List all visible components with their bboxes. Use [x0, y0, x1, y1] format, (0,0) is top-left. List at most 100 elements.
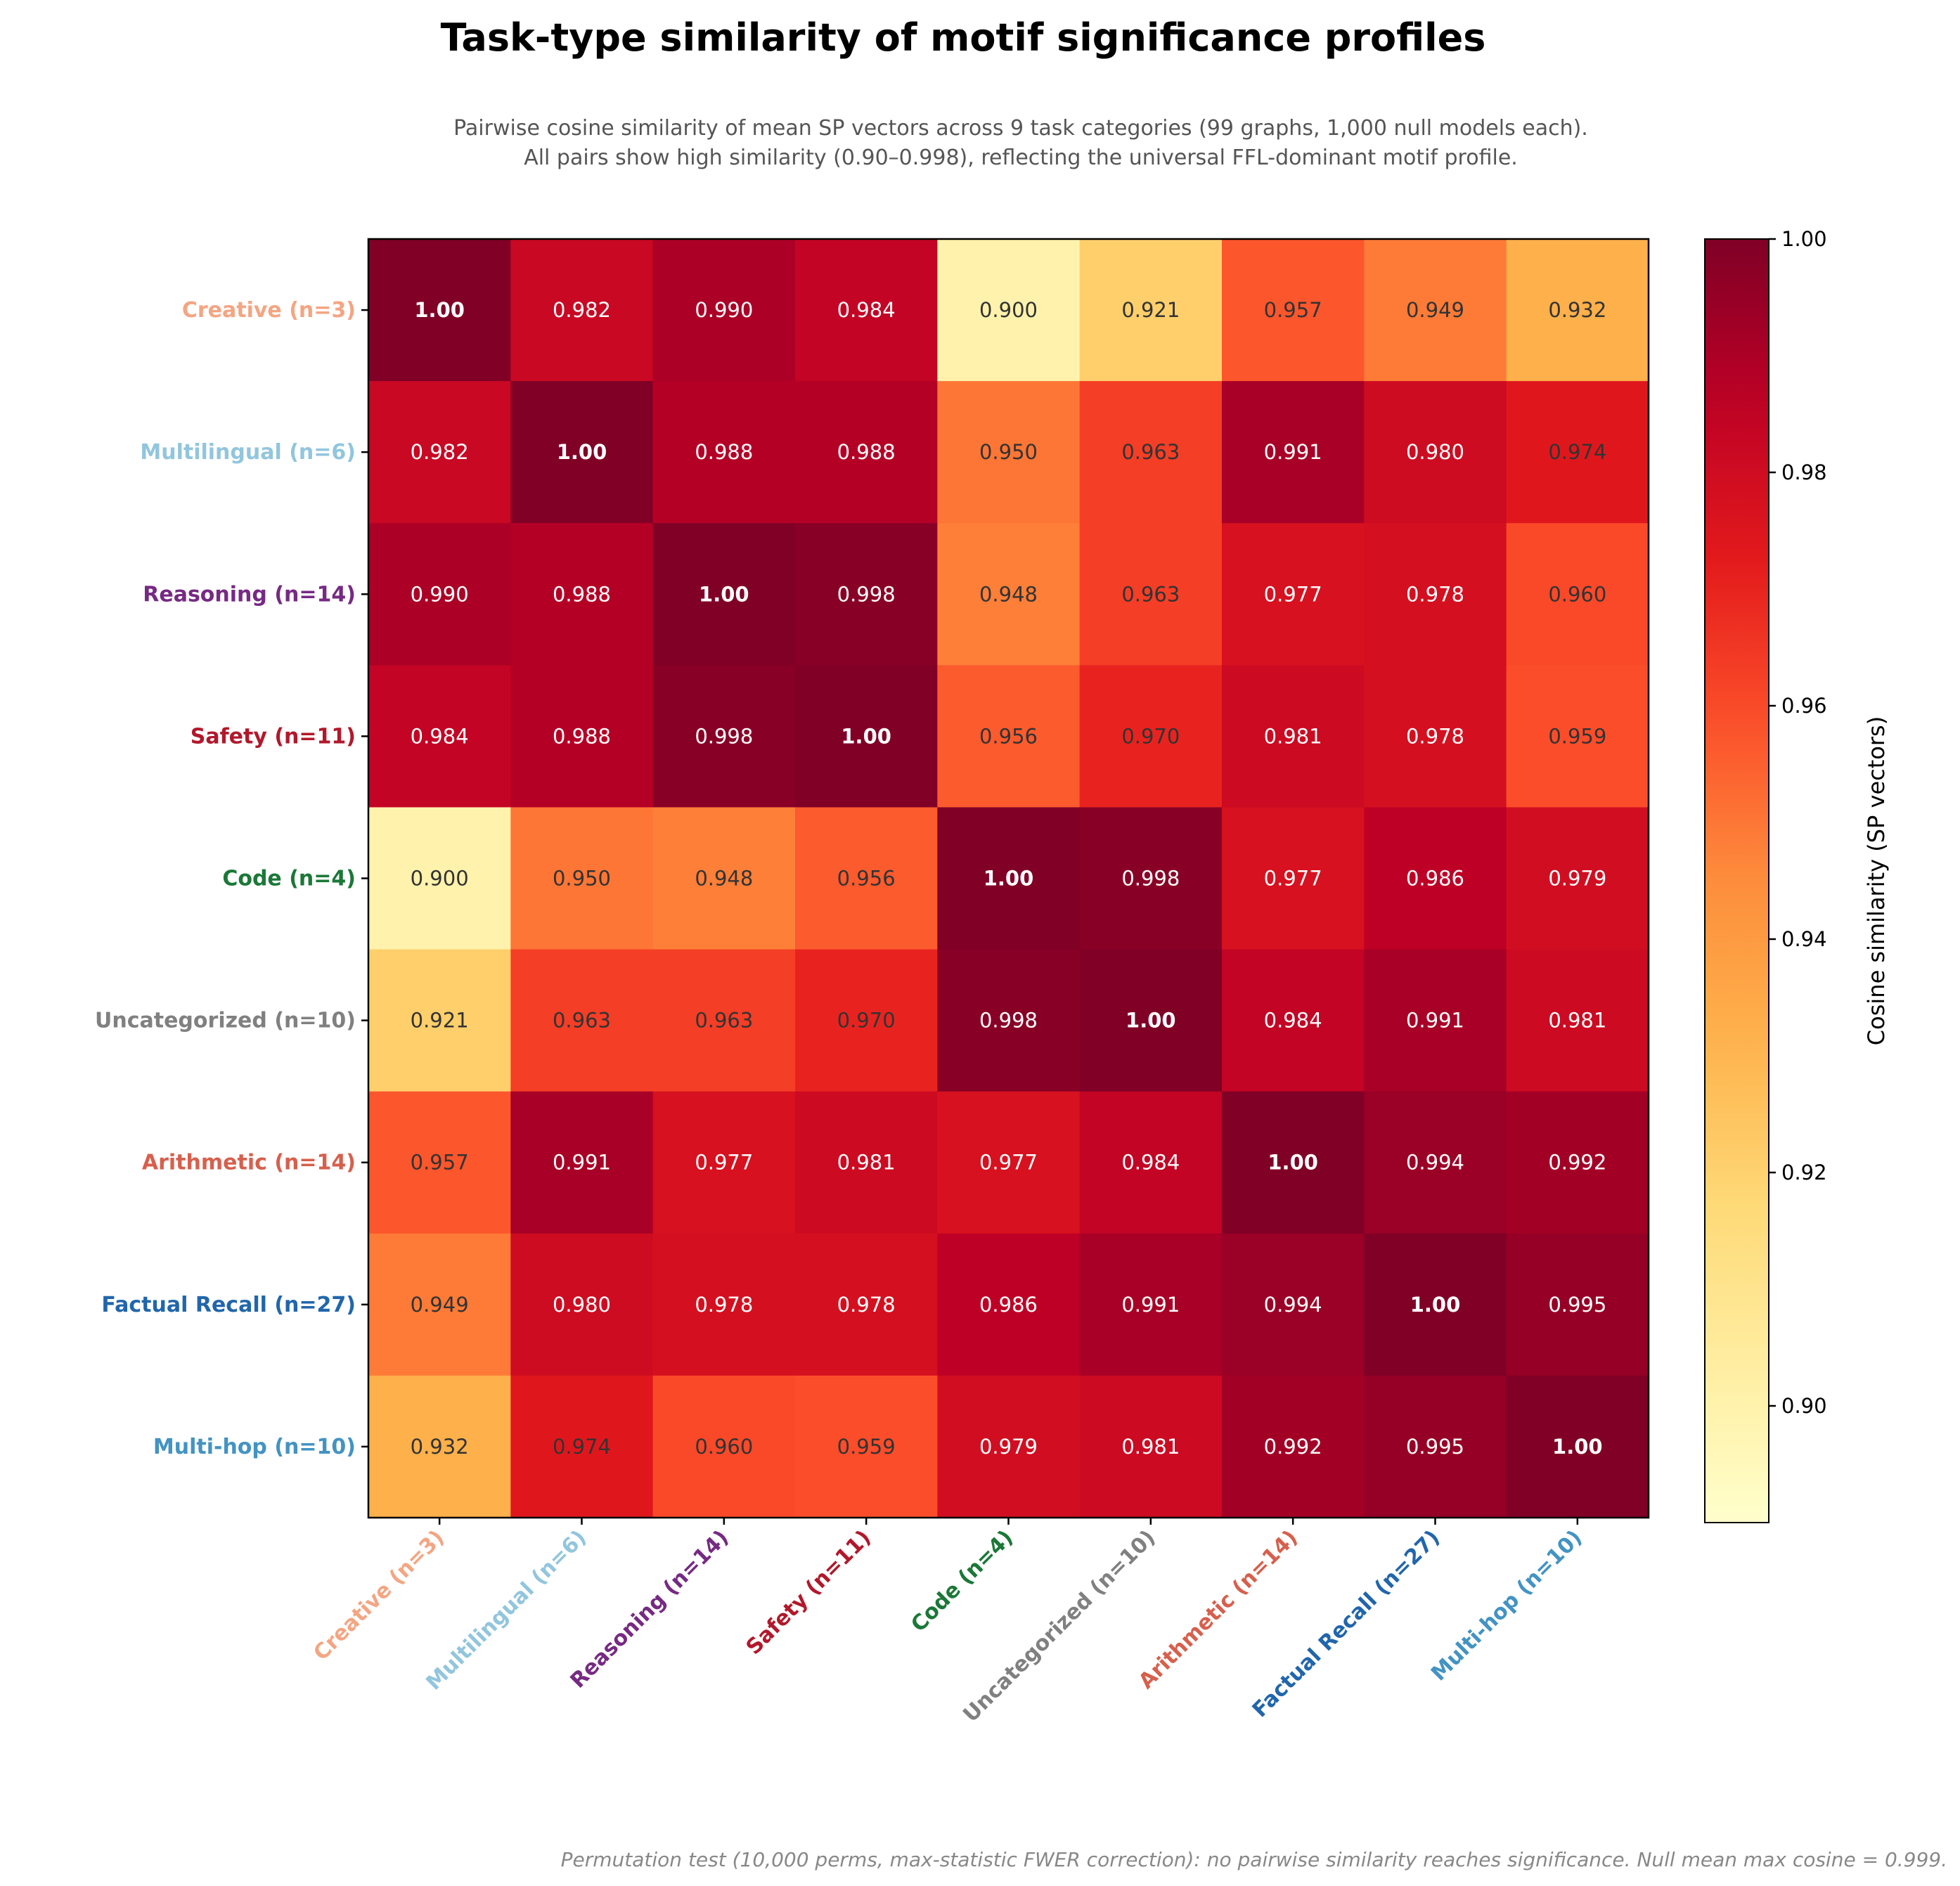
cell-value-label: 0.979 — [1548, 867, 1606, 891]
heatmap-cell — [937, 381, 1081, 524]
heatmap-cell — [1506, 523, 1649, 666]
heatmap-cell — [1222, 381, 1365, 524]
heatmap-cell — [795, 1091, 938, 1234]
cell-value-label: 1.00 — [557, 440, 607, 464]
heatmap-cell — [368, 1091, 511, 1234]
cell-value-label: 0.963 — [695, 1009, 753, 1033]
heatmap-cell — [1079, 239, 1223, 382]
cell-value-label: 0.988 — [837, 440, 896, 464]
heatmap-cell — [795, 665, 938, 808]
cell-value-label: 1.00 — [1552, 1435, 1603, 1459]
cell-value-label: 0.992 — [1264, 1435, 1322, 1459]
cell-value-label: 0.963 — [1121, 582, 1180, 606]
cell-value-label: 0.980 — [553, 1293, 611, 1317]
heatmap-cell — [652, 665, 796, 808]
x-tick-label: Code (n=4) — [906, 1525, 1018, 1637]
y-tick-label: Factual Recall (n=27) — [101, 1293, 356, 1317]
colorbar: 0.90 0.92 0.94 0.96 0.98 1.00 Cosine similarit… — [1704, 227, 1890, 1523]
heatmap-cell — [1506, 1375, 1649, 1518]
heatmap-cell — [368, 949, 511, 1092]
cell-value-label: 0.990 — [411, 582, 469, 606]
x-tick-label: Multilingual (n=6) — [422, 1525, 592, 1696]
heatmap-cell — [1364, 807, 1507, 950]
heatmap-cell — [1222, 239, 1365, 382]
cell-value-label: 0.963 — [553, 1009, 611, 1033]
y-tick-label: Safety (n=11) — [191, 724, 356, 749]
cell-value-label: 0.988 — [553, 582, 611, 606]
heatmap-cell — [1222, 1233, 1365, 1376]
cell-value-label: 0.956 — [837, 867, 896, 891]
cell-value-label: 0.921 — [1121, 298, 1180, 322]
cell-value-label: 0.932 — [1548, 298, 1606, 322]
cell-value-label: 0.982 — [411, 440, 469, 464]
cell-value-label: 0.994 — [1264, 1293, 1322, 1317]
cell-value-label: 0.900 — [411, 867, 469, 891]
cell-value-label: 0.991 — [1406, 1009, 1464, 1033]
cell-value-label: 0.957 — [411, 1151, 469, 1175]
cell-value-label: 0.977 — [695, 1151, 753, 1175]
heatmap-cell — [652, 1233, 796, 1376]
heatmap-cell — [1506, 239, 1649, 382]
heatmap-cell — [510, 1375, 654, 1518]
x-tick-label: Arithmetic (n=14) — [1134, 1525, 1303, 1694]
heatmap-cell — [937, 1091, 1081, 1234]
heatmap-cell — [368, 1375, 511, 1518]
cell-value-label: 1.00 — [414, 298, 465, 322]
cell-value-label: 0.991 — [1264, 440, 1322, 464]
heatmap-cell — [795, 949, 938, 1092]
y-tick-label: Creative (n=3) — [182, 298, 356, 323]
heatmap-cell — [937, 1233, 1081, 1376]
x-tick-label: Safety (n=11) — [742, 1525, 876, 1660]
heatmap-cell — [1079, 381, 1223, 524]
cell-value-label: 0.981 — [1121, 1435, 1180, 1459]
cell-value-label: 0.991 — [553, 1151, 611, 1175]
cell-value-label: 0.978 — [695, 1293, 753, 1317]
cell-value-label: 0.977 — [1264, 867, 1322, 891]
cell-value-label: 0.998 — [837, 582, 896, 606]
colorbar-tick-label: 0.94 — [1781, 927, 1827, 951]
cell-value-label: 0.986 — [1406, 867, 1464, 891]
x-tick-label: Multi-hop (n=10) — [1426, 1525, 1587, 1686]
heatmap-cell — [1222, 807, 1365, 950]
heatmap-cell — [1222, 949, 1365, 1092]
heatmap-cell — [1364, 949, 1507, 1092]
cell-value-label: 0.970 — [837, 1009, 896, 1033]
heatmap-cell — [652, 1375, 796, 1518]
cell-value-label: 1.00 — [984, 867, 1034, 891]
heatmap-cell — [510, 239, 654, 382]
heatmap-cell — [937, 665, 1081, 808]
cell-value-label: 0.932 — [411, 1435, 469, 1459]
heatmap-cell — [368, 239, 511, 382]
heatmap-cell — [795, 1375, 938, 1518]
chart-footnote: Permutation test (10,000 perms, max-stat… — [561, 1848, 1947, 1871]
cell-value-label: 1.00 — [1126, 1009, 1176, 1033]
heatmap-cell — [937, 239, 1081, 382]
cell-value-label: 0.977 — [1264, 582, 1322, 606]
heatmap-cell — [795, 381, 938, 524]
heatmap-cell — [1364, 381, 1507, 524]
y-tick-label: Arithmetic (n=14) — [142, 1151, 356, 1175]
heatmap-cell — [652, 807, 796, 950]
heatmap-cell — [652, 1091, 796, 1234]
heatmap-cell — [1222, 665, 1365, 808]
heatmap-cell — [937, 949, 1081, 1092]
heatmap-cell — [937, 1375, 1081, 1518]
heatmap-cell — [1364, 523, 1507, 666]
x-tick-label: Creative (n=3) — [309, 1525, 449, 1666]
heatmap-cell — [1364, 1375, 1507, 1518]
cell-value-label: 0.990 — [695, 298, 753, 322]
heatmap-cell — [510, 665, 654, 808]
cell-value-label: 0.998 — [1121, 867, 1180, 891]
heatmap-cell — [1364, 1091, 1507, 1234]
cell-value-label: 0.960 — [695, 1435, 753, 1459]
colorbar-tick-label: 1.00 — [1781, 227, 1827, 251]
heatmap-cells: 1.00 0.982 0.990 0.984 0.900 0.921 0.957 0.949 0… — [367, 238, 1650, 1519]
colorbar-tick-label: 0.92 — [1781, 1161, 1827, 1184]
cell-value-label: 1.00 — [1410, 1293, 1461, 1317]
heatmap-cell — [1506, 949, 1649, 1092]
cell-value-label: 0.984 — [411, 724, 469, 748]
colorbar-tick-label: 0.96 — [1781, 694, 1827, 718]
cell-value-label: 0.963 — [1121, 440, 1180, 464]
x-tick-label: Reasoning (n=14) — [566, 1525, 734, 1693]
cell-value-label: 0.974 — [553, 1435, 611, 1459]
